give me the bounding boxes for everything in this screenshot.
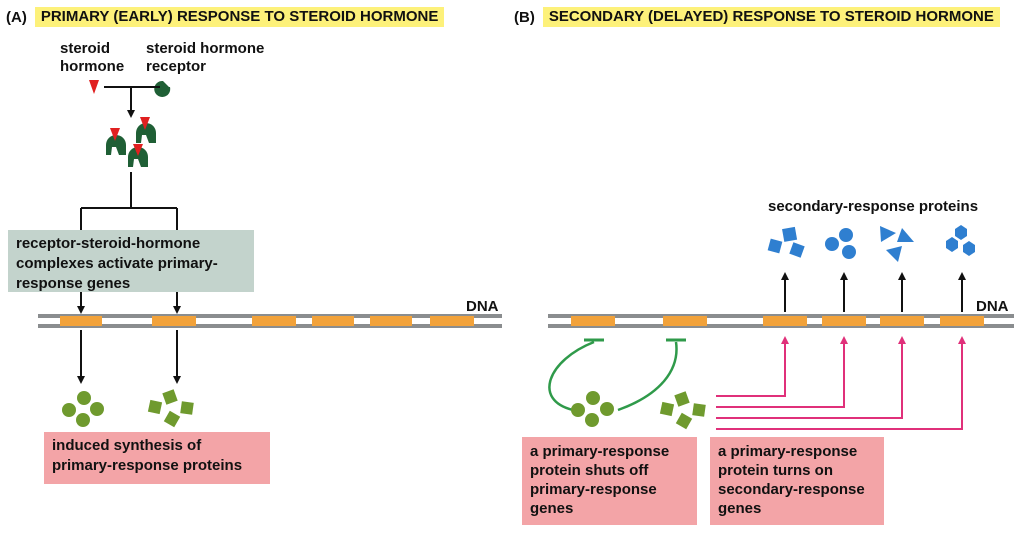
shutoff-text-line-4: genes (530, 500, 574, 517)
primary-protein-circles-b-icon (571, 391, 614, 427)
secondary-protein-triangles-icon (880, 226, 914, 262)
gene-5 (370, 316, 412, 326)
panel-a-letter: (A) (6, 8, 27, 26)
receptor-hormone-complex-icon (106, 117, 156, 167)
shutoff-box: a primary-response protein shuts off pri… (522, 437, 697, 525)
turnon-text-line-4: genes (718, 500, 762, 517)
gene-6 (430, 316, 474, 326)
primary-gene-b2 (663, 316, 707, 326)
dna-strand-a (38, 314, 502, 328)
shutoff-text-line-2: protein shuts off (530, 462, 649, 479)
primary-gene-2 (152, 316, 196, 326)
primary-protein-squares-b-icon (659, 391, 706, 430)
primary-gene-b1 (571, 316, 615, 326)
turnon-box: a primary-response protein turns on seco… (710, 437, 884, 525)
primary-protein-circles-icon (62, 391, 104, 427)
steroid-receptor-label: steroid hormone receptor (146, 40, 264, 76)
complex-activation-box: receptor-steroid-hormone complexes activ… (8, 230, 254, 292)
secondary-proteins-label: secondary-response proteins (768, 198, 979, 215)
primary-protein-squares-icon (147, 389, 194, 428)
panel-b-title: SECONDARY (DELAYED) RESPONSE TO STEROID … (542, 7, 1000, 27)
panel-b-letter: (B) (514, 8, 535, 26)
steroid-receptor-label-line-2: receptor (146, 58, 207, 75)
shutoff-text-line-1: a primary-response (530, 443, 670, 460)
panel-a-title: PRIMARY (EARLY) RESPONSE TO STEROID HORM… (34, 7, 445, 27)
steroid-receptor-icon (154, 80, 171, 97)
dna-strand-b (548, 314, 1014, 328)
activation-lines (716, 336, 966, 430)
turnon-text-line-2: protein turns on (718, 462, 833, 479)
secondary-gene-4 (940, 316, 984, 326)
steroid-hormone-icon (89, 80, 99, 94)
secondary-protein-squares-icon (767, 226, 805, 258)
steroid-hormone-label: steroid hormone (60, 40, 124, 76)
dna-label-a: DNA (466, 298, 499, 315)
steroid-hormone-label-line-1: steroid (60, 40, 111, 57)
gene-4 (312, 316, 354, 326)
activation-text-line-1: receptor-steroid-hormone (16, 235, 201, 252)
synthesis-text-line-1: induced synthesis of (52, 437, 202, 454)
primary-gene-1 (60, 316, 102, 326)
activation-text-line-3: response genes (16, 275, 131, 292)
turnon-text-line-1: a primary-response (718, 443, 858, 460)
turnon-text-line-3: secondary-response (718, 481, 865, 498)
synthesis-text-line-2: primary-response proteins (52, 457, 243, 474)
panel-b-header: (B) SECONDARY (DELAYED) RESPONSE TO STER… (514, 6, 1000, 28)
repression-curve-1 (548, 340, 595, 412)
activation-text-line-2: complexes activate primary- (16, 255, 218, 272)
secondary-protein-hexagons-icon (946, 225, 975, 256)
secondary-protein-circles-icon (825, 228, 856, 259)
induced-synthesis-box: induced synthesis of primary-response pr… (44, 432, 270, 484)
repression-curve-2 (617, 341, 678, 412)
steroid-hormone-label-line-2: hormone (60, 58, 125, 75)
gene-3 (252, 316, 296, 326)
dna-label-b: DNA (976, 298, 1009, 315)
shutoff-text-line-3: primary-response (530, 481, 657, 498)
secondary-gene-3 (880, 316, 924, 326)
panel-a-header: (A) PRIMARY (EARLY) RESPONSE TO STEROID … (6, 6, 445, 28)
steroid-receptor-label-line-1: steroid hormone (146, 40, 265, 57)
secondary-gene-2 (822, 316, 866, 326)
secondary-gene-1 (763, 316, 807, 326)
